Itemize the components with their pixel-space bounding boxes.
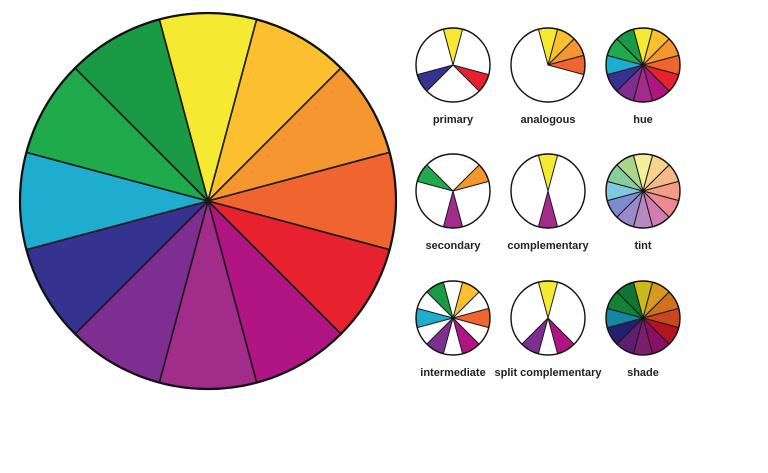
scheme-label-secondary: secondary [425,240,481,252]
scheme-label-intermediate: intermediate [420,367,485,379]
scheme-shade: shade [605,280,681,379]
scheme-label-tint: tint [634,240,651,252]
scheme-split-complementary: split complementary [495,280,603,379]
scheme-primary: primary [415,27,491,126]
main-color-wheel [18,11,398,391]
scheme-wheels: primary analogous hue secondary complementar… [415,27,681,379]
scheme-secondary: secondary [415,153,491,252]
main-wheel-rim [18,11,398,391]
scheme-primary-rim [415,27,491,103]
scheme-split-complementary-rim [510,280,586,356]
scheme-complementary: complementary [507,153,590,252]
scheme-intermediate-rim [415,280,491,356]
scheme-label-split-complementary: split complementary [495,367,603,379]
scheme-intermediate: intermediate [415,280,491,379]
scheme-complementary-rim [510,153,586,229]
scheme-analogous-rim [510,27,586,103]
scheme-label-shade: shade [627,367,659,379]
scheme-tint-rim [605,153,681,229]
scheme-label-hue: hue [633,114,653,126]
scheme-analogous: analogous [510,27,586,126]
scheme-label-complementary: complementary [507,240,589,252]
scheme-hue: hue [605,27,681,126]
scheme-label-analogous: analogous [520,114,575,126]
scheme-label-primary: primary [433,114,474,126]
scheme-hue-rim [605,27,681,103]
scheme-shade-rim [605,280,681,356]
scheme-secondary-rim [415,153,491,229]
scheme-tint: tint [605,153,681,252]
